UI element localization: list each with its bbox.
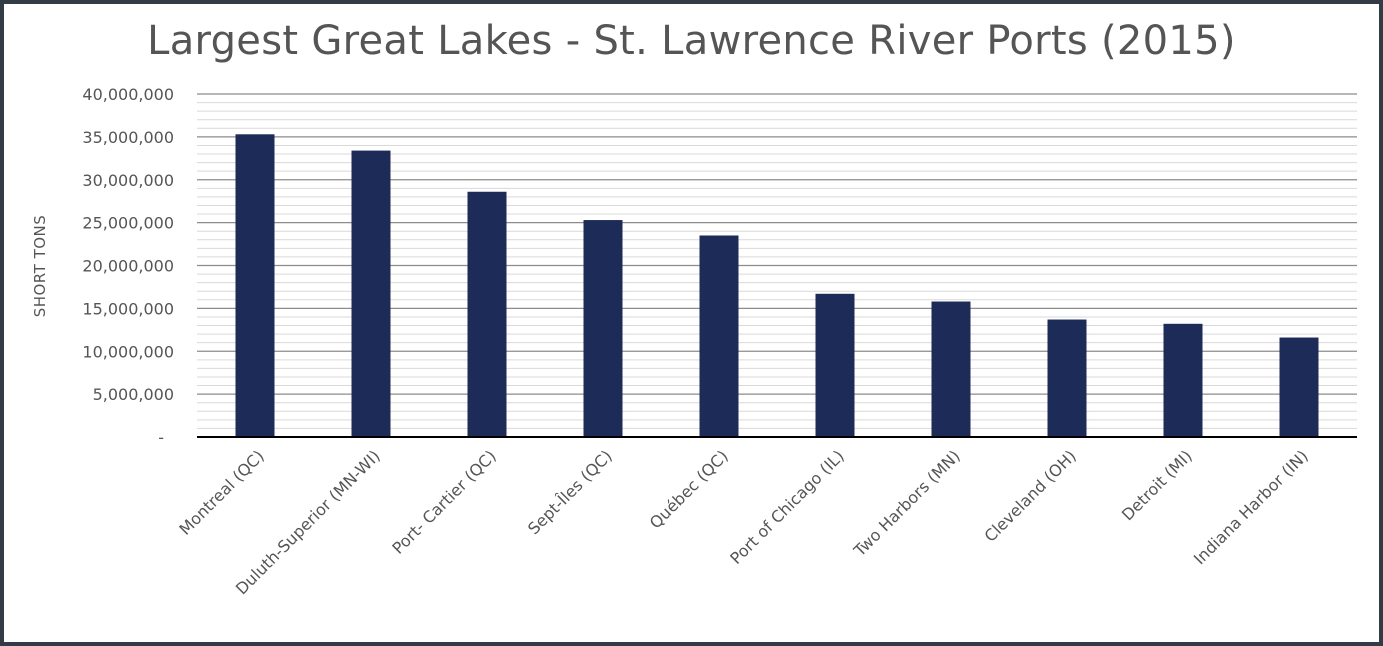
bar (1047, 319, 1087, 437)
y-axis-tick-labels: - 5,000,000 10,000,000 15,000,000 20,000,000… (82, 85, 174, 447)
bar (1163, 323, 1203, 437)
x-category-label: Sept-Îles (QC) (524, 446, 616, 538)
y-tick-label: 40,000,000 (82, 85, 174, 104)
chart-title: Largest Great Lakes - St. Lawrence River… (147, 18, 1236, 64)
bar (931, 301, 971, 437)
x-category-label: Cleveland (OH) (980, 446, 1079, 545)
bar (699, 235, 739, 437)
bar (583, 220, 623, 437)
x-category-label: Detroit (MI) (1118, 446, 1196, 524)
y-tick-label: 10,000,000 (82, 342, 174, 361)
x-category-label: Two Harbors (MN) (849, 446, 963, 560)
bar (235, 134, 275, 438)
x-category-label: Québec (QC) (646, 446, 732, 532)
bar (351, 150, 391, 437)
x-category-label: Port- Cartier (QC) (388, 446, 499, 557)
y-tick-label: 35,000,000 (82, 128, 174, 147)
bar (467, 191, 507, 437)
x-category-label: Port of Chicago (IL) (726, 446, 848, 568)
bar (1279, 337, 1319, 437)
x-axis-category-labels: Montreal (QC)Duluth-Superior (MN-WI) Port… (175, 446, 1311, 598)
y-tick-label: 25,000,000 (82, 214, 174, 233)
x-category-label: Indiana Harbor (IN) (1190, 446, 1312, 568)
y-tick-label: - (158, 428, 164, 447)
y-tick-label: 30,000,000 (82, 171, 174, 190)
y-tick-label: 15,000,000 (82, 299, 174, 318)
x-category-label: Montreal (QC) (175, 446, 267, 538)
y-tick-label: 20,000,000 (82, 257, 174, 276)
bars (235, 134, 1319, 438)
y-tick-label: 5,000,000 (93, 385, 174, 404)
bar (815, 293, 855, 437)
